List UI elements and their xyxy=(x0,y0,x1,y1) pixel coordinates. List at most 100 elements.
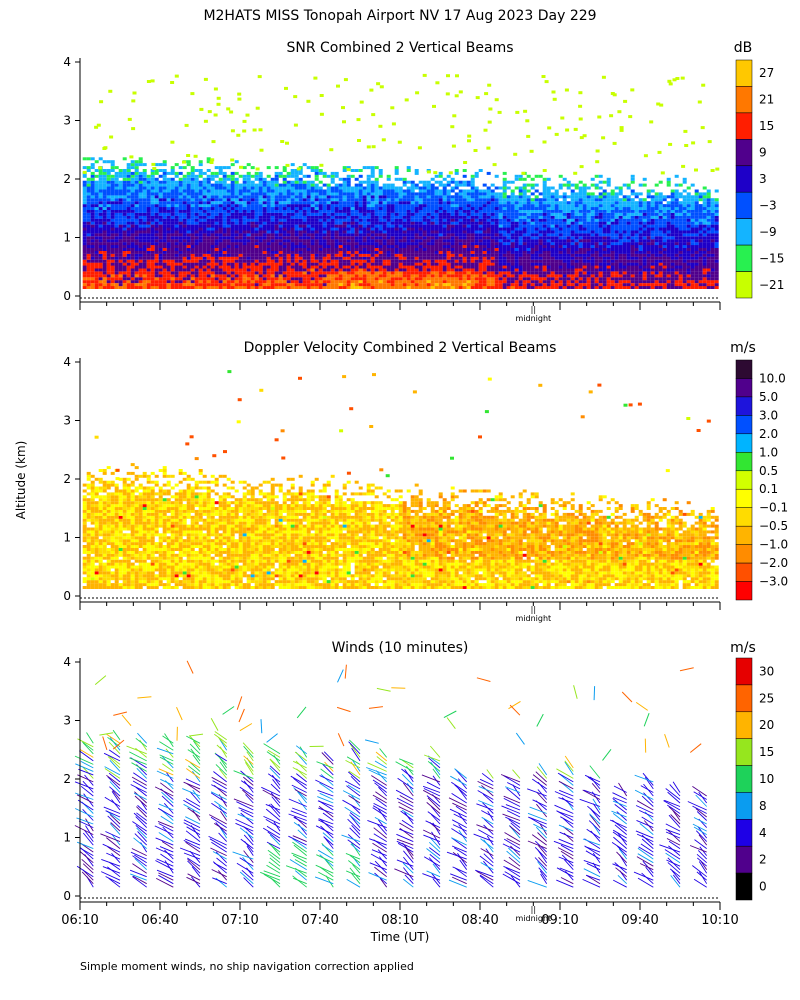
snr-cell xyxy=(474,221,479,225)
snr-cell xyxy=(374,274,379,278)
snr-cell xyxy=(146,248,151,251)
snr-cell xyxy=(154,201,159,205)
snr-cell xyxy=(498,218,503,222)
snr-cell xyxy=(578,245,583,248)
snr-cell xyxy=(330,218,335,222)
snr-cell xyxy=(430,177,435,181)
snr-cell xyxy=(258,215,263,219)
snr-cell xyxy=(506,212,511,216)
snr-cell xyxy=(330,198,335,202)
snr-cell xyxy=(218,265,223,269)
snr-cell xyxy=(82,227,87,231)
snr-cell xyxy=(570,189,575,193)
snr-cell xyxy=(518,192,523,196)
snr-cell xyxy=(438,253,443,257)
snr-cell xyxy=(538,233,543,237)
snr-cell xyxy=(414,209,419,213)
snr-cell xyxy=(310,248,315,251)
snr-cell xyxy=(406,180,411,184)
snr-cell xyxy=(154,195,159,199)
snr-cell xyxy=(406,209,411,213)
snr-cell xyxy=(214,192,219,196)
snr-cell xyxy=(182,262,187,266)
snr-cell xyxy=(158,221,163,225)
snr-cell xyxy=(234,221,239,225)
snr-cell xyxy=(534,227,539,231)
snr-cell xyxy=(510,189,515,193)
snr-cell xyxy=(558,259,563,263)
snr-cell xyxy=(414,259,419,263)
snr-cell xyxy=(218,169,223,172)
snr-cell xyxy=(250,250,255,254)
snr-cell xyxy=(82,215,87,219)
snr-cell xyxy=(398,218,403,222)
snr-cell xyxy=(130,230,135,234)
snr-cell xyxy=(298,201,303,205)
snr-cell xyxy=(110,169,115,172)
snr-cell xyxy=(394,253,399,257)
snr-cell xyxy=(126,189,131,193)
snr-cell xyxy=(194,227,199,231)
snr-cell xyxy=(394,242,399,246)
snr-cell xyxy=(238,286,243,289)
snr-cell xyxy=(574,198,579,202)
snr-cell xyxy=(298,253,303,257)
snr-cell xyxy=(418,274,423,278)
snr-cell xyxy=(462,204,467,208)
snr-cell xyxy=(598,198,603,202)
snr-cell xyxy=(366,286,371,289)
snr-cell xyxy=(134,250,139,254)
snr-cell xyxy=(150,207,155,210)
snr-cell xyxy=(594,259,599,263)
snr-cell xyxy=(414,250,419,254)
snr-cell xyxy=(594,227,599,231)
snr-cell xyxy=(334,245,339,248)
snr-cell xyxy=(430,253,435,257)
snr-cell xyxy=(302,209,307,213)
snr-cell xyxy=(278,230,283,234)
snr-cell xyxy=(130,183,135,187)
snr-cell xyxy=(562,207,567,210)
snr-cell xyxy=(306,201,311,205)
snr-cell xyxy=(426,189,431,193)
snr-cell xyxy=(98,177,103,181)
snr-cell xyxy=(566,230,571,234)
snr-cell xyxy=(406,253,411,257)
snr-cell xyxy=(322,280,327,284)
snr-cell xyxy=(466,218,471,222)
snr-cell xyxy=(578,198,583,202)
snr-cell xyxy=(442,277,447,281)
snr-cell xyxy=(250,262,255,266)
snr-cell xyxy=(102,189,107,193)
snr-cell xyxy=(510,218,515,222)
snr-cell xyxy=(294,250,299,254)
snr-cell xyxy=(346,189,351,193)
snr-cell xyxy=(98,248,103,251)
snr-cell xyxy=(226,280,231,284)
snr-cell xyxy=(598,259,603,263)
snr-cell xyxy=(170,271,175,275)
snr-cell xyxy=(322,224,327,228)
snr-cell xyxy=(210,174,215,178)
snr-cell xyxy=(130,256,135,260)
snr-cell xyxy=(430,212,435,216)
snr-cell xyxy=(262,189,267,193)
snr-cell xyxy=(482,245,487,248)
snr-cell xyxy=(310,286,315,289)
snr-cell xyxy=(106,271,111,275)
snr-cell xyxy=(178,283,183,287)
snr-cell xyxy=(282,286,287,289)
snr-cell xyxy=(114,212,119,216)
snr-cell xyxy=(330,265,335,269)
snr-cell xyxy=(346,180,351,184)
snr-cell xyxy=(134,204,139,208)
snr-cell xyxy=(522,177,527,181)
snr-cell xyxy=(146,277,151,281)
snr-cell xyxy=(322,236,327,240)
snr-cell xyxy=(378,221,383,225)
snr-cell xyxy=(302,253,307,257)
snr-cell xyxy=(426,236,431,240)
snr-cell xyxy=(534,204,539,208)
snr-cell xyxy=(294,169,299,172)
snr-cell xyxy=(150,227,155,231)
